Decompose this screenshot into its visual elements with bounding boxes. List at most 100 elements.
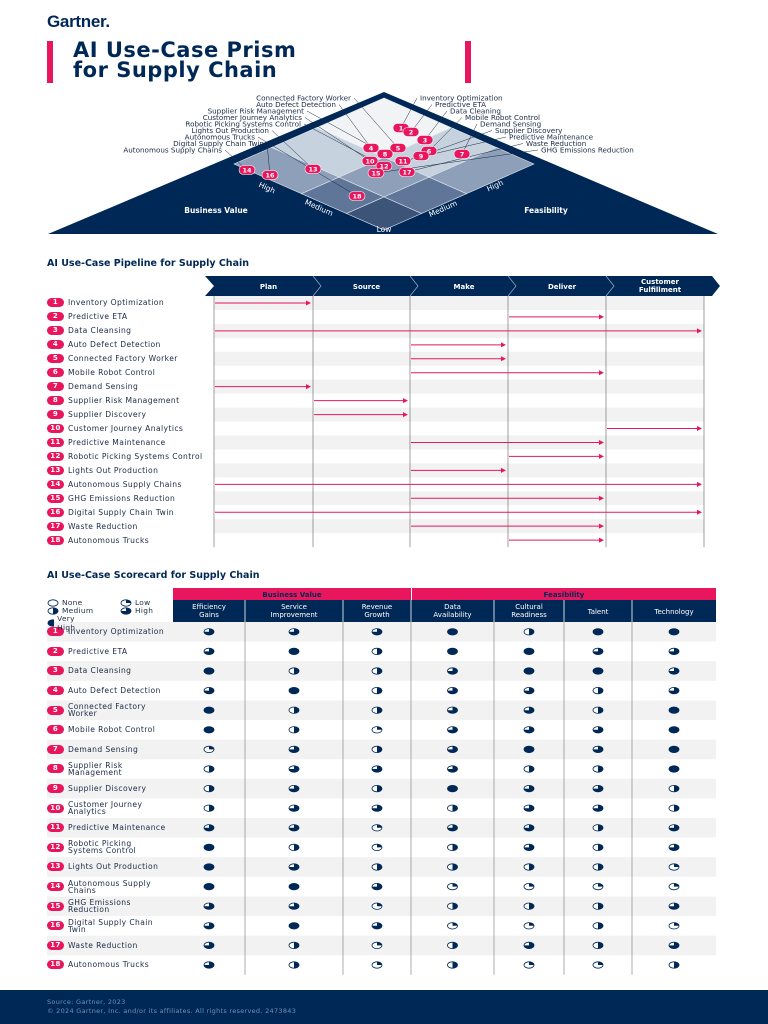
harvey-ball-fill: [377, 746, 382, 753]
pipeline-row-label: 10 Customer Journey Analytics: [47, 422, 213, 436]
harvey-ball-fill: [204, 883, 214, 890]
pipeline-arrowhead: [306, 384, 311, 390]
use-case-name: Customer Journey Analytics: [68, 800, 143, 817]
harvey-ball-fill: [524, 805, 534, 812]
stage-label-2: Make: [454, 283, 475, 291]
column-header-label: Technology: [653, 608, 693, 616]
harvey-ball-fill: [377, 785, 382, 792]
harvey-ball-fill: [593, 648, 603, 655]
leader-line: [461, 123, 478, 155]
use-case-name: Autonomous Trucks: [68, 535, 150, 545]
harvey-ball-fill: [447, 687, 458, 694]
leader-line: [266, 143, 271, 176]
column-header-label: Service: [281, 603, 307, 611]
use-case-bubble-number: 1: [399, 125, 404, 133]
use-case-number-badge: 16: [47, 921, 64, 931]
harvey-ball-fill: [674, 785, 679, 792]
use-case-bubble-number: 3: [423, 137, 428, 145]
use-case-bubble: [348, 191, 366, 201]
harvey-ball-fill: [669, 726, 679, 733]
pipeline-arrowhead: [599, 439, 604, 445]
scorecard-row-label: 18 Autonomous Trucks: [47, 955, 169, 975]
scorecard-row-label: 16 Digital Supply Chain Twin: [47, 916, 169, 936]
harvey-ball-fill: [372, 805, 382, 812]
harvey-ball-fill: [294, 667, 300, 675]
harvey-ball-fill: [121, 607, 131, 614]
prism-label: Supplier Risk Management: [208, 107, 305, 116]
column-header-label: Growth: [364, 611, 389, 619]
harvey-ball-fill: [377, 942, 382, 946]
scorecard-title: AI Use-Case Scorecard for Supply Chain: [47, 570, 260, 581]
harvey-ball-fill: [372, 628, 382, 635]
harvey-ball-fill: [377, 903, 382, 907]
harvey-ball-fill: [294, 844, 299, 851]
harvey-ball-fill: [669, 687, 679, 694]
harvey-ball-fill: [452, 883, 458, 887]
harvey-ball-fill: [209, 746, 214, 750]
harvey-ball-fill: [669, 824, 679, 831]
harvey-ball-fill: [593, 785, 603, 792]
harvey-ball-fill: [377, 707, 383, 714]
axis-label-feasibility: Feasibility: [524, 206, 568, 215]
use-case-name: GHG Emissions Reduction: [68, 898, 131, 915]
use-case-name: Inventory Optimization: [68, 627, 165, 637]
harvey-ball-fill: [447, 667, 458, 675]
group-header-bg: [173, 588, 411, 600]
harvey-ball-fill: [289, 785, 299, 792]
footer: Source: Gartner, 2023 © 2024 Gartner, In…: [0, 990, 768, 1024]
pipeline-arrowhead: [403, 412, 408, 418]
use-case-name: Predictive Maintenance: [68, 437, 166, 447]
harvey-ball-fill: [674, 883, 679, 887]
pipeline-arrowhead: [599, 495, 604, 501]
harvey-ball-fill: [377, 863, 383, 871]
use-case-bubble-number: 13: [308, 166, 317, 174]
group-header-label: Feasibility: [544, 591, 585, 599]
harvey-ball-fill: [447, 648, 458, 655]
legend-item: Medium: [47, 606, 93, 615]
pipeline-row-label: 17 Waste Reduction: [47, 519, 213, 533]
harvey-ball-fill: [669, 648, 679, 655]
scorecard-row-label: 6 Mobile Robot Control: [47, 720, 169, 740]
gartner-logo: Gartner.: [47, 12, 110, 31]
column-header-label: Cultural: [515, 603, 543, 611]
use-case-name: Customer Journey Analytics: [68, 424, 184, 434]
harvey-ball-fill: [204, 961, 214, 969]
harvey-ball-fill: [452, 922, 458, 926]
legend-label: None: [62, 598, 83, 607]
use-case-bubble: [402, 127, 420, 137]
use-case-bubble-number: 14: [242, 167, 252, 175]
harvey-ball-fill: [447, 765, 458, 773]
use-case-number-badge: 1: [47, 627, 64, 637]
legend-label: Medium: [62, 606, 94, 615]
prism-label: Predictive Maintenance: [509, 133, 594, 142]
harvey-ball-fill: [669, 667, 679, 675]
harvey-ball-fill: [524, 746, 534, 753]
scorecard-row-label: 7 Demand Sensing: [47, 740, 169, 760]
stage-chevron: [409, 275, 419, 297]
use-case-name: Lights Out Production: [68, 862, 159, 872]
stage-label-1: Source: [353, 283, 380, 291]
page-title: AI Use-Case Prism for Supply Chain: [73, 40, 296, 81]
harvey-ball-fill: [372, 883, 382, 890]
pipeline-row-label: 11 Predictive Maintenance: [47, 436, 213, 450]
stage-header-bar: [205, 276, 720, 296]
use-case-name: Supplier Discovery: [68, 784, 147, 794]
harvey-ball-fill: [669, 707, 679, 714]
prism-label: Lights Out Production: [191, 126, 269, 135]
scorecard-row-label: 17 Waste Reduction: [47, 936, 169, 956]
legend-label: Low: [135, 598, 151, 607]
scorecard-row-label: 13 Lights Out Production: [47, 857, 169, 877]
use-case-bubble-number: 6: [427, 148, 432, 156]
harvey-ball-fill: [524, 707, 534, 714]
harvey-ball-fill: [598, 942, 603, 949]
use-case-number-badge: 4: [47, 686, 64, 696]
harvey-ball-fill: [294, 942, 299, 949]
harvey-ball-fill: [593, 667, 603, 675]
use-case-number-badge: 13: [47, 465, 64, 475]
harvey-ball-fill: [204, 726, 214, 733]
scorecard-row-label: 4 Auto Defect Detection: [47, 681, 169, 701]
column-header-bg: [173, 600, 716, 622]
harvey-ball-fill: [447, 785, 458, 792]
use-case-number-badge: 17: [47, 940, 64, 950]
prism-label: GHG Emissions Reduction: [541, 146, 634, 155]
